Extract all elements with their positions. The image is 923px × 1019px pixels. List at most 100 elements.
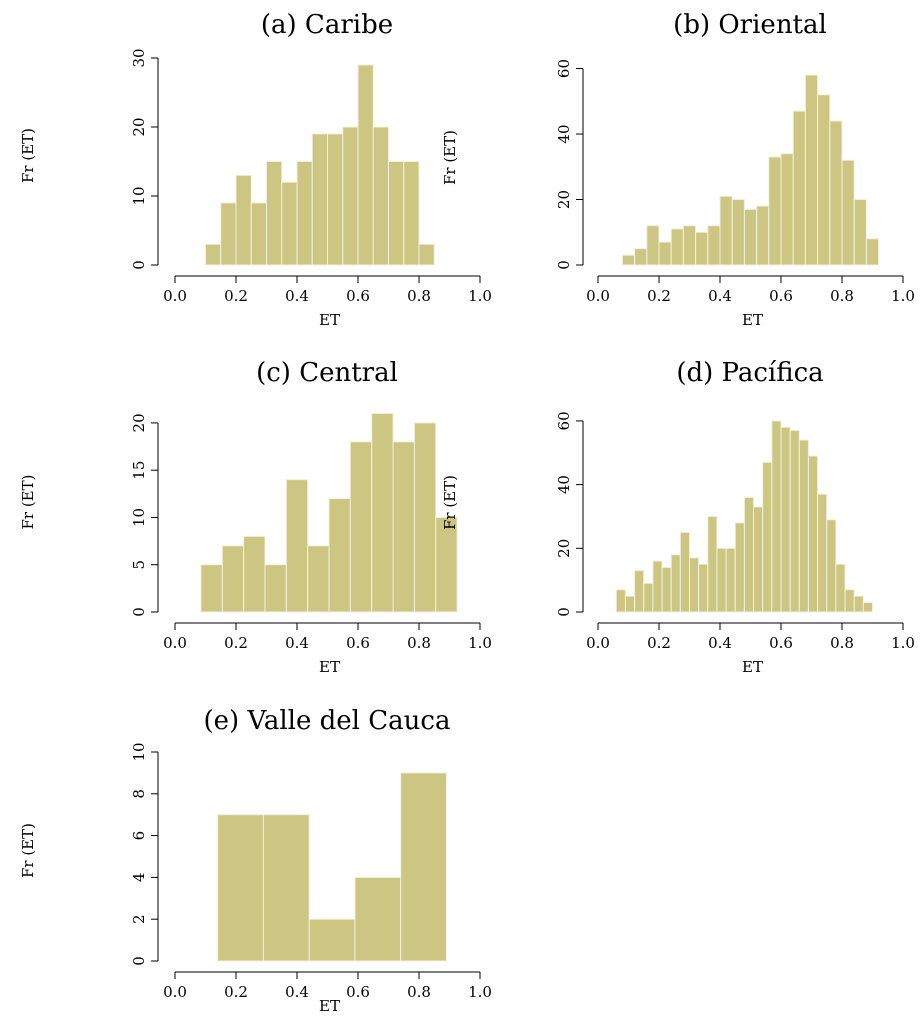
histogram-bar bbox=[841, 159, 855, 266]
y-tick-label: 0 bbox=[130, 956, 148, 966]
histogram-bar bbox=[853, 595, 864, 613]
histogram-bar bbox=[780, 153, 794, 266]
histogram-bar bbox=[634, 248, 648, 266]
histogram-bar bbox=[388, 161, 405, 266]
histogram-bar bbox=[349, 441, 373, 613]
y-tick-label: 40 bbox=[555, 475, 573, 494]
x-tick-label: 0.4 bbox=[708, 634, 732, 652]
y-tick-label: 6 bbox=[130, 831, 148, 841]
x-tick-label: 0.2 bbox=[224, 634, 248, 652]
histogram-bar bbox=[220, 202, 237, 266]
histogram-bar bbox=[682, 225, 697, 266]
panel-title: (e) Valle del Cauca bbox=[204, 706, 451, 736]
histogram-bar bbox=[435, 516, 458, 613]
histogram-bar bbox=[798, 439, 809, 613]
histogram-bar bbox=[372, 126, 389, 266]
x-tick-label: 1.0 bbox=[891, 287, 915, 305]
histogram-bar bbox=[789, 429, 800, 613]
x-tick-label: 0.0 bbox=[163, 983, 187, 1001]
histogram-bar bbox=[743, 496, 755, 613]
x-tick-label: 0.2 bbox=[224, 287, 248, 305]
histogram-bar bbox=[756, 205, 770, 266]
x-tick-label: 1.0 bbox=[468, 634, 492, 652]
histogram-bar bbox=[698, 563, 709, 613]
y-axis-label: Fr (ET) bbox=[19, 128, 37, 183]
y-tick-label: 0 bbox=[130, 260, 148, 270]
y-tick-label: 15 bbox=[130, 461, 148, 480]
y-tick-label: 30 bbox=[130, 48, 148, 67]
histogram-bar bbox=[200, 564, 223, 613]
histogram-bar bbox=[768, 156, 782, 266]
x-tick-label: 0.4 bbox=[285, 983, 309, 1001]
x-tick-label: 0.0 bbox=[163, 287, 187, 305]
y-axis-label: Fr (ET) bbox=[19, 823, 37, 878]
histogram-bar bbox=[725, 547, 736, 613]
histogram-bar bbox=[266, 161, 283, 266]
x-axis-label: ET bbox=[742, 658, 763, 676]
histogram-bar bbox=[862, 601, 873, 613]
panel-2: (b) Oriental 0.0 0.2 0.4 0.6 0.8 1.0 0 20 40 60 ET F… bbox=[441, 10, 915, 329]
histogram-bar bbox=[689, 557, 700, 613]
histogram-bar bbox=[285, 479, 309, 613]
x-tick-label: 0.6 bbox=[769, 634, 793, 652]
histogram-bar bbox=[829, 120, 843, 266]
histogram-bar bbox=[418, 243, 435, 266]
histogram-bar bbox=[707, 515, 718, 613]
y-axis-label: Fr (ET) bbox=[19, 474, 37, 529]
histogram-bar bbox=[643, 582, 654, 613]
x-tick-label: 0.6 bbox=[769, 287, 793, 305]
histogram-bar bbox=[661, 566, 672, 613]
histogram-bar bbox=[327, 133, 344, 266]
histogram-bar bbox=[307, 545, 330, 613]
y-tick-label: 20 bbox=[130, 117, 148, 136]
histogram-bar bbox=[354, 876, 402, 962]
x-tick-label: 0.8 bbox=[407, 634, 431, 652]
panel-3: (c) Central 0.0 0.2 0.4 0.6 0.8 1.0 0 5 10 15 20 ET F… bbox=[19, 358, 492, 676]
histogram-bar bbox=[403, 161, 420, 266]
histogram-bar bbox=[695, 231, 709, 266]
x-tick-label: 0.4 bbox=[285, 634, 309, 652]
x-tick-label: 0.4 bbox=[285, 287, 309, 305]
histogram-bar bbox=[243, 535, 266, 613]
y-tick-label: 20 bbox=[130, 413, 148, 432]
x-tick-label: 0.6 bbox=[346, 634, 370, 652]
histogram-bar bbox=[308, 918, 356, 962]
histogram-bar bbox=[658, 241, 672, 266]
x-axis-label: ET bbox=[319, 658, 340, 676]
histogram-bar bbox=[311, 133, 328, 266]
histogram-bar bbox=[624, 595, 636, 613]
histogram-bar bbox=[835, 563, 846, 613]
histogram-bar bbox=[264, 564, 287, 613]
y-tick-label: 20 bbox=[555, 539, 573, 558]
x-tick-label: 0.6 bbox=[346, 287, 370, 305]
panel-title: (d) Pacífica bbox=[676, 358, 823, 388]
x-tick-label: 0.2 bbox=[224, 983, 248, 1001]
histogram-bar bbox=[652, 560, 663, 613]
histogram-bar bbox=[217, 814, 264, 962]
y-tick-label: 10 bbox=[130, 742, 148, 761]
y-tick-label: 20 bbox=[555, 190, 573, 209]
histogram-bar bbox=[865, 238, 880, 266]
histogram-bar bbox=[615, 589, 626, 613]
x-tick-label: 1.0 bbox=[468, 287, 492, 305]
histogram-bar bbox=[281, 181, 298, 266]
histogram-bar bbox=[342, 126, 359, 266]
histogram-bar bbox=[804, 74, 819, 266]
y-tick-label: 60 bbox=[555, 59, 573, 78]
x-tick-label: 1.0 bbox=[891, 634, 915, 652]
x-tick-label: 0.0 bbox=[586, 287, 610, 305]
histogram-bar bbox=[328, 498, 351, 613]
histogram-bar bbox=[670, 554, 681, 613]
y-tick-label: 0 bbox=[555, 260, 573, 270]
histogram-bar bbox=[392, 441, 415, 613]
histogram-bar bbox=[205, 243, 222, 266]
x-tick-label: 0.8 bbox=[407, 287, 431, 305]
y-tick-label: 40 bbox=[555, 124, 573, 143]
histogram-bar bbox=[371, 412, 394, 613]
histogram-bar bbox=[817, 493, 828, 613]
y-tick-label: 60 bbox=[555, 411, 573, 430]
histogram-bar bbox=[646, 225, 660, 266]
panel-title: (c) Central bbox=[256, 358, 398, 388]
y-axis-label: Fr (ET) bbox=[441, 475, 459, 530]
